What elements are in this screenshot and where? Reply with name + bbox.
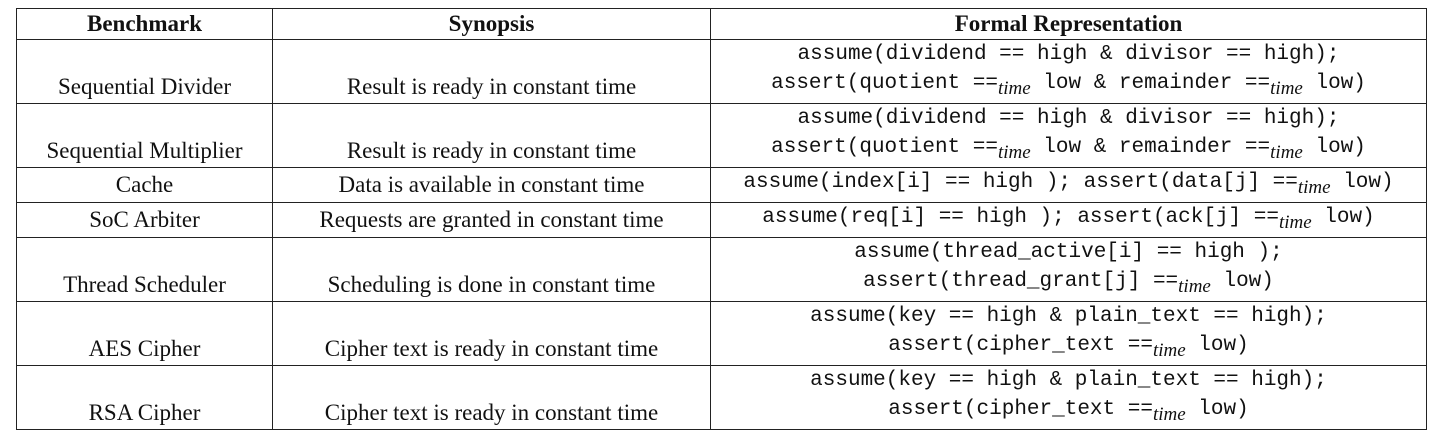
formal-representation-cell: assume(dividend == high & divisor == hig… (710, 39, 1427, 104)
time-subscript: time (997, 78, 1031, 99)
formal-representation-cell: assume(key == high & plain_text == high)… (710, 365, 1427, 430)
table-body: Sequential Divider Result is ready in con… (16, 39, 1427, 430)
header-row: Benchmark Synopsis Formal Representation (16, 8, 1427, 40)
header-synopsis: Synopsis (272, 8, 711, 40)
code-segment: assume(key == high & plain_text == high)… (810, 305, 1327, 328)
code-segment: assume(thread_active[i] == high ); (854, 241, 1283, 264)
benchmark-cell: Cache (16, 167, 273, 203)
formal-representation-cell: assume(key == high & plain_text == high)… (710, 301, 1427, 366)
code-segment: assume(req[i] == high ); assert(ack[j] =… (762, 206, 1279, 229)
benchmark-cell: SoC Arbiter (16, 202, 273, 238)
code-segment: low) (1210, 270, 1274, 293)
code-segment: assert(quotient == (771, 72, 998, 95)
code-segment: assert(thread_grant[j] == (863, 270, 1179, 293)
code-segment: low) (1302, 72, 1366, 95)
formal-line: assume(index[i] == high ); assert(data[j… (711, 168, 1426, 202)
time-subscript: time (1278, 212, 1312, 233)
time-subscript: time (1270, 142, 1303, 163)
formal-representation-cell: assume(dividend == high & divisor == hig… (710, 103, 1427, 168)
benchmark-table: Benchmark Synopsis Formal Representation… (16, 8, 1427, 430)
table-row: SoC Arbiter Requests are granted in const… (16, 202, 1427, 238)
code-segment: low) (1311, 206, 1375, 229)
code-segment: assume(index[i] == high ); assert(data[j… (743, 171, 1298, 194)
formal-line: assume(dividend == high & divisor == hig… (711, 40, 1426, 69)
benchmark-cell: Sequential Divider (16, 39, 273, 104)
table-row: Thread Scheduler Scheduling is done in co… (16, 237, 1427, 302)
formal-line: assert(cipher_text ==time low) (711, 331, 1426, 365)
time-subscript: time (997, 142, 1031, 163)
code-segment: assert(cipher_text == (888, 334, 1153, 357)
code-segment: low) (1185, 398, 1249, 421)
code-segment: assert(cipher_text == (888, 398, 1153, 421)
formal-representation-cell: assume(req[i] == high ); assert(ack[j] =… (710, 202, 1427, 238)
time-subscript: time (1297, 177, 1331, 198)
formal-line: assume(dividend == high & divisor == hig… (711, 104, 1426, 133)
table-row: Cache Data is available in constant time a… (16, 167, 1427, 203)
benchmark-cell: AES Cipher (16, 301, 273, 366)
time-subscript: time (1270, 78, 1303, 99)
code-segment: low) (1302, 136, 1366, 159)
synopsis-cell: Requests are granted in constant time (272, 202, 711, 238)
formal-representation-cell: assume(thread_active[i] == high ); assert… (710, 237, 1427, 302)
time-subscript: time (1178, 276, 1211, 297)
synopsis-cell: Cipher text is ready in constant time (272, 301, 711, 366)
formal-line: assert(cipher_text ==time low) (711, 395, 1426, 429)
table-row: Sequential Multiplier Result is ready in … (16, 103, 1427, 168)
formal-line: assert(thread_grant[j] ==time low) (711, 267, 1426, 301)
code-segment: assume(dividend == high & divisor == hig… (797, 107, 1340, 130)
code-segment: low) (1330, 171, 1394, 194)
synopsis-cell: Scheduling is done in constant time (272, 237, 711, 302)
formal-line: assert(quotient ==time low & remainder =… (711, 69, 1426, 103)
code-segment: low & remainder == (1030, 136, 1271, 159)
benchmark-cell: Sequential Multiplier (16, 103, 273, 168)
benchmark-cell: Thread Scheduler (16, 237, 273, 302)
formal-line: assume(req[i] == high ); assert(ack[j] =… (711, 203, 1426, 237)
code-segment: assert(quotient == (771, 136, 998, 159)
code-segment: low) (1185, 334, 1249, 357)
synopsis-cell: Data is available in constant time (272, 167, 711, 203)
header-benchmark: Benchmark (16, 8, 273, 40)
code-segment: assume(key == high & plain_text == high)… (810, 369, 1327, 392)
benchmark-cell: RSA Cipher (16, 365, 273, 430)
formal-representation-cell: assume(index[i] == high ); assert(data[j… (710, 167, 1427, 203)
synopsis-cell: Result is ready in constant time (272, 39, 711, 104)
code-segment: assume(dividend == high & divisor == hig… (797, 43, 1340, 66)
time-subscript: time (1152, 404, 1186, 425)
table-row: Sequential Divider Result is ready in con… (16, 39, 1427, 104)
code-segment: low & remainder == (1030, 72, 1271, 95)
synopsis-cell: Cipher text is ready in constant time (272, 365, 711, 430)
table-row: AES Cipher Cipher text is ready in consta… (16, 301, 1427, 366)
synopsis-cell: Result is ready in constant time (272, 103, 711, 168)
formal-line: assert(quotient ==time low & remainder =… (711, 133, 1426, 167)
time-subscript: time (1152, 340, 1186, 361)
header-formal-representation: Formal Representation (710, 8, 1427, 40)
table-row: RSA Cipher Cipher text is ready in consta… (16, 365, 1427, 430)
formal-line: assume(thread_active[i] == high ); (711, 238, 1426, 267)
formal-line: assume(key == high & plain_text == high)… (711, 366, 1426, 395)
formal-line: assume(key == high & plain_text == high)… (711, 302, 1426, 331)
